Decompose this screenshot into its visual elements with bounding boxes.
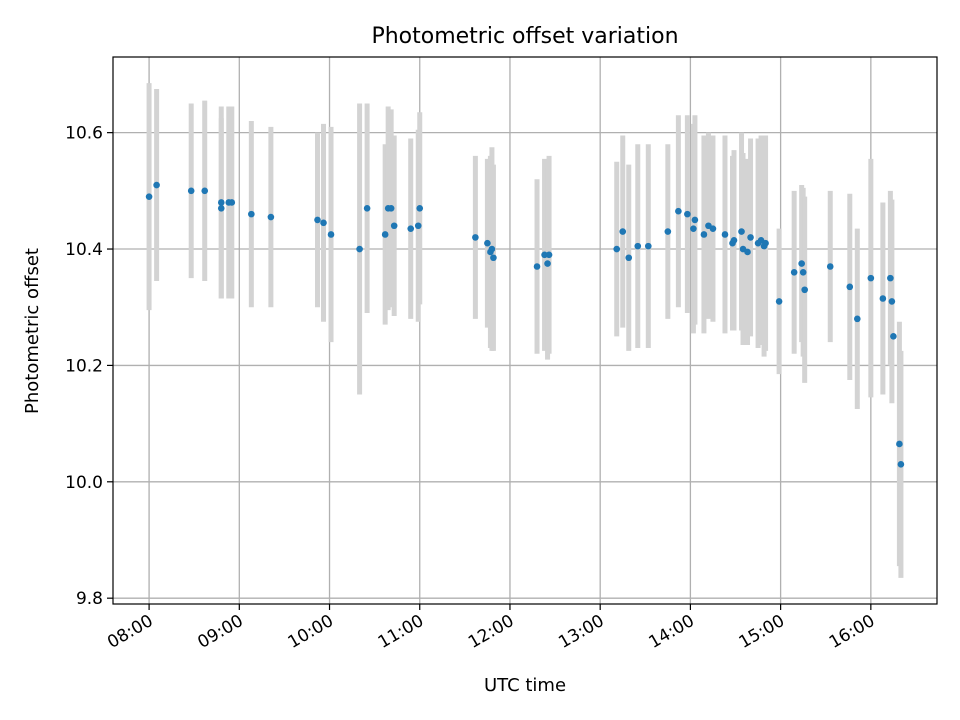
data-point xyxy=(217,204,225,212)
data-point xyxy=(897,461,905,468)
y-tick-label: 9.8 xyxy=(76,589,103,609)
data-point xyxy=(887,274,894,282)
data-point xyxy=(762,239,769,247)
data-point xyxy=(709,225,717,232)
data-point xyxy=(228,199,236,206)
data-point xyxy=(896,440,903,448)
data-point xyxy=(888,298,896,305)
data-point xyxy=(826,263,834,270)
grid xyxy=(113,57,937,604)
data-point xyxy=(613,245,621,253)
x-tick-label: 16:00 xyxy=(826,611,878,653)
data-point xyxy=(217,199,225,206)
x-axis-label: UTC time xyxy=(484,675,566,696)
data-point xyxy=(472,234,479,241)
x-tick-label: 10:00 xyxy=(285,611,337,653)
data-point xyxy=(387,204,395,212)
data-point xyxy=(545,251,553,259)
data-point xyxy=(187,187,195,195)
data-point xyxy=(356,245,363,253)
data-point xyxy=(801,286,808,294)
y-tick-label: 10.4 xyxy=(65,240,103,260)
y-tick-label: 10.0 xyxy=(65,473,103,493)
data-point xyxy=(153,181,160,189)
x-tick-label: 09:00 xyxy=(194,611,246,653)
data-point xyxy=(544,260,551,267)
data-point xyxy=(799,269,807,276)
data-point xyxy=(320,219,327,227)
data-point xyxy=(690,225,697,232)
data-point xyxy=(664,228,672,235)
data-point xyxy=(744,248,751,256)
data-point xyxy=(790,269,798,276)
data-point xyxy=(634,242,642,250)
data-point xyxy=(846,283,854,291)
data-point xyxy=(684,210,691,218)
data-point xyxy=(381,231,389,238)
x-tick-label: 14:00 xyxy=(645,611,697,653)
data-point xyxy=(533,263,541,270)
data-point xyxy=(867,274,875,282)
data-point xyxy=(414,222,422,230)
data-point xyxy=(747,234,754,241)
x-tick-label: 15:00 xyxy=(736,611,788,653)
data-point xyxy=(490,254,497,262)
data-point xyxy=(738,228,745,235)
data-point xyxy=(314,216,321,224)
data-point xyxy=(730,237,738,244)
data-point xyxy=(416,204,424,212)
data-point xyxy=(541,251,548,259)
data-points xyxy=(145,181,905,468)
data-point xyxy=(625,254,633,262)
data-point xyxy=(775,298,783,305)
x-tick-label: 12:00 xyxy=(465,611,517,653)
data-point xyxy=(248,210,255,218)
data-point xyxy=(390,222,398,230)
y-tick-label: 10.6 xyxy=(65,124,103,144)
data-point xyxy=(644,242,652,250)
data-point xyxy=(484,239,491,247)
data-point xyxy=(700,231,708,238)
data-point xyxy=(363,204,371,212)
data-point xyxy=(619,228,627,235)
data-point xyxy=(488,245,496,253)
x-tick-label: 11:00 xyxy=(375,611,427,653)
data-point xyxy=(721,231,729,238)
data-point xyxy=(854,315,861,323)
data-point xyxy=(145,193,153,200)
data-point xyxy=(691,216,699,224)
chart-title: Photometric offset variation xyxy=(371,24,678,49)
data-point xyxy=(327,231,335,238)
data-point xyxy=(407,225,415,232)
data-point xyxy=(267,213,275,221)
y-axis-label: Photometric offset xyxy=(22,248,43,414)
data-point xyxy=(879,295,887,302)
error-bars xyxy=(146,83,904,578)
data-point xyxy=(201,187,209,195)
x-tick-label: 08:00 xyxy=(104,611,156,653)
data-point xyxy=(798,260,805,267)
plot-frame xyxy=(112,56,938,605)
y-tick-label: 10.2 xyxy=(65,356,103,376)
x-tick-label: 13:00 xyxy=(555,611,607,653)
data-point xyxy=(675,207,682,215)
data-point xyxy=(890,333,897,340)
